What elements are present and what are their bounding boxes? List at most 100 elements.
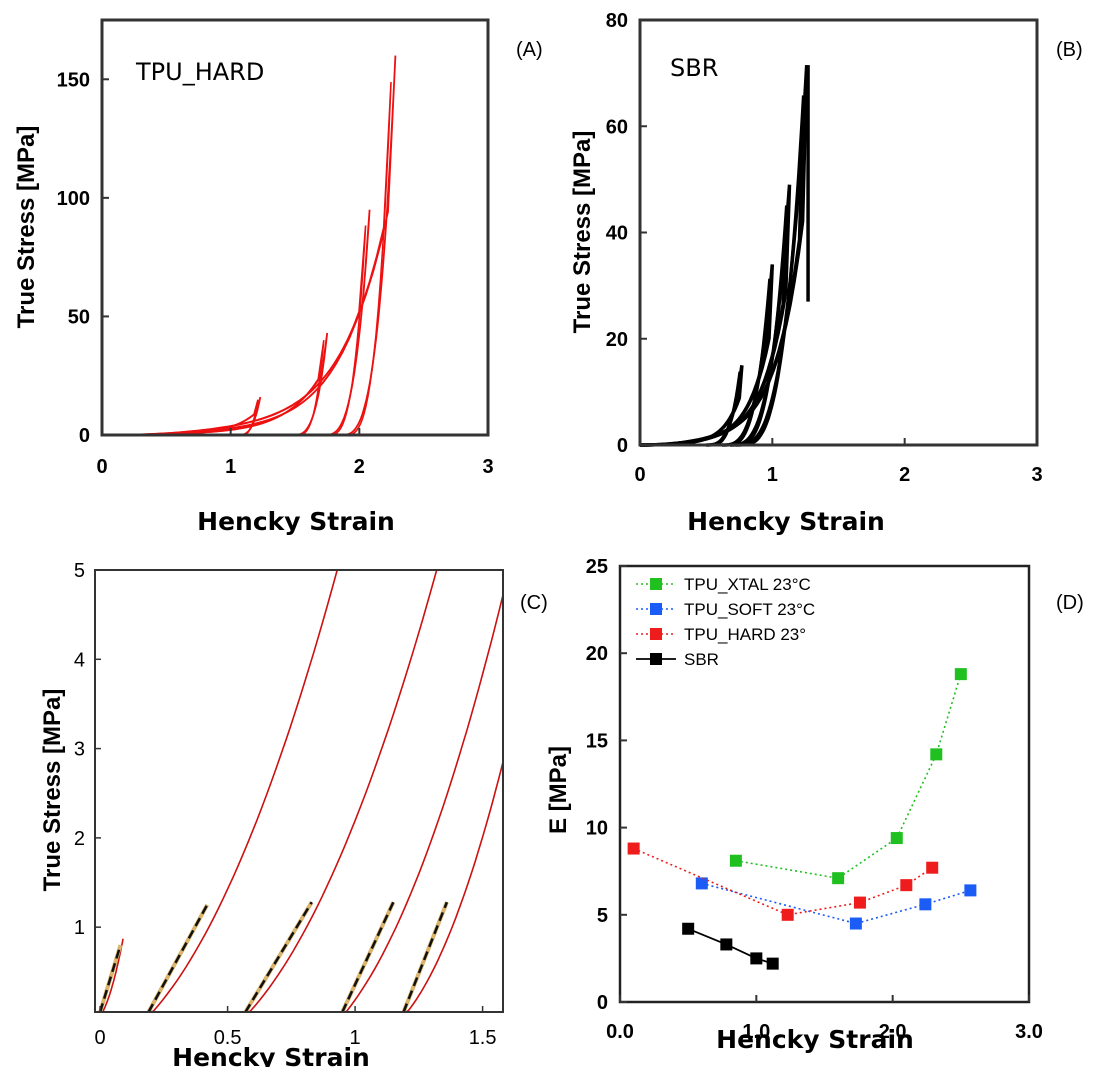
panel-c-curve-4 [342,594,504,1013]
panel-c-curve-5 [403,761,504,1013]
panel-a-xtick-label: 0 [96,456,107,478]
panel-a-ticks: 0 1 2 3 0 50 100 150 [57,69,494,478]
panel-d-point [729,854,742,867]
panel-c-ytick-label: 5 [74,560,85,582]
panel-a-annotation: TPU_HARD [135,58,264,86]
panel-b-ylabel: True Stress [MPa] [569,131,596,334]
panel-d-label: (D) [1056,592,1084,614]
panel-a-cycle-4-repeat [102,82,392,436]
panel-d-ytick-label: 0 [597,992,608,1014]
panel-d-series [627,668,977,970]
panel-c-xtick-label: 1.5 [469,1027,497,1049]
panel-c-curves [98,569,504,1014]
panel-a-cycle-4 [102,55,397,436]
panel-a-ylabel: True Stress [MPa] [13,126,40,329]
panel-b-cycle-2 [640,264,775,447]
panel-d-point [695,877,708,890]
panel-d-ytick-label: 15 [586,730,608,752]
panel-d-point [926,861,939,874]
panel-d-point [682,922,695,935]
panel-d-point [627,842,640,855]
panel-d-ticks: 0.0 1.0 2.0 3.0 0 5 10 15 20 25 [586,556,1043,1043]
panel-a-label: (A) [516,39,543,61]
panel-a-ytick-label: 150 [57,69,90,91]
panel-c-ticks: 0 0.5 1 1.5 1 2 3 4 5 [74,560,497,1049]
panel-c-curve-3 [245,569,438,1013]
panel-a-cycle-3 [102,209,371,436]
panel-a-curves [102,55,397,436]
panel-d-point [750,952,763,965]
panel-c-xtick-label: 0 [95,1027,106,1049]
panel-a: 0 1 2 3 0 50 100 150 TPU_HARD (A) True Stress [… [13,18,543,536]
panel-d-xlabel: Hencky Strain [716,1025,914,1054]
panel-d-series-line-3 [633,847,933,916]
panel-d-series-line-1 [735,673,962,880]
panel-b-xtick-label: 1 [767,464,778,486]
panel-d-point [930,748,943,761]
panel-c-curve-1 [100,938,124,1013]
panel-d-point [900,879,913,892]
panel-d-xtick-label: 2.0 [879,1021,907,1043]
panel-d-xtick-label: 3.0 [1015,1021,1043,1043]
panel-c-curve-2 [148,569,338,1013]
panel-b-xtick-label: 3 [1031,464,1042,486]
panel-d-series-line-4 [687,927,773,965]
panel-d-ytick-label: 25 [586,556,608,578]
panel-b-ytick-label: 80 [606,10,628,32]
panel-a-xtick-label: 2 [354,456,365,478]
panel-d-point [853,896,866,909]
panel-c-xtick-label: 1 [350,1027,361,1049]
panel-c-fit-1 [98,944,122,1013]
panel-b-annotation: SBR [670,54,718,82]
panel-d-ylabel: E [MPa] [545,746,572,834]
panel-c-xtick-label: 0.5 [214,1027,242,1049]
panel-b-ticks: 0 1 2 3 0 20 40 60 80 [606,10,1043,486]
panel-a-frame [100,18,490,437]
panel-d-ytick-label: 5 [597,905,608,927]
panel-c-ytick-label: 4 [74,649,85,671]
panel-d-legend-marker [650,578,662,590]
panel-c-fit-2 [147,904,209,1013]
panel-d-point [832,872,845,885]
panel-b-frame [638,18,1039,447]
panel-c-xlabel: Hencky Strain [172,1043,370,1067]
panel-d-legend-entry: TPU_SOFT 23°C [684,600,815,619]
panel-d-legend-marker [650,603,662,615]
panel-c-fit-5 [402,901,449,1013]
panel-c: 0 0.5 1 1.5 1 2 3 4 5 (C) True Stress [MPa] Henc… [39,560,548,1067]
panel-d-point [890,832,903,845]
panel-c-ytick-label: 3 [74,739,85,761]
panel-d-ytick-label: 20 [586,643,608,665]
panel-b-ytick-label: 40 [606,223,628,245]
panel-a-ytick-label: 50 [68,306,90,328]
panel-a-ytick-label: 100 [57,188,90,210]
panel-b-cycle-4-repeat [640,95,805,447]
panel-d-point [766,957,779,970]
panel-d-legend-entry: TPU_HARD 23° [684,625,806,644]
panel-c-fit-4 [341,901,395,1013]
panel-b-xlabel: Hencky Strain [687,507,885,536]
panel-d-legend-entry: TPU_XTAL 23°C [684,575,811,594]
panel-b-curves [640,65,810,447]
panel-d-legend-marker [650,653,662,665]
panel-b-label: (B) [1056,39,1083,61]
panel-b-xtick-label: 2 [899,464,910,486]
panel-d-frame [618,564,1031,1004]
panel-b-ytick-label: 60 [606,116,628,138]
panel-d-series-line-2 [701,882,971,925]
panel-a-cycle-2 [102,332,329,436]
panel-d-ytick-label: 10 [586,818,608,840]
panel-a-cycle-3-repeat [102,225,367,436]
panel-a-xlabel: Hencky Strain [197,507,395,536]
panel-d-point [720,938,733,951]
panel-d-xtick-label: 1.0 [742,1021,770,1043]
panel-c-ytick-label: 2 [74,828,85,850]
panel-b-xtick-label: 0 [634,464,645,486]
panel-b-ytick-label: 0 [617,435,628,457]
panel-a-xtick-label: 1 [225,456,236,478]
panel-d-legend-entry: SBR [684,650,719,669]
panel-a-xtick-label: 3 [482,456,493,478]
